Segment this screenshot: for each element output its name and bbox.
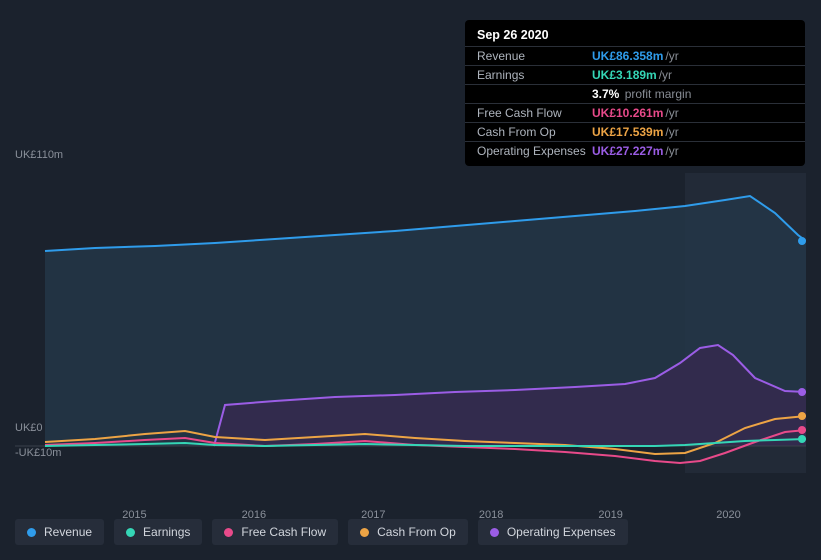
tooltip-row: Free Cash FlowUK£10.261m/yr [465, 103, 805, 122]
chart-tooltip: Sep 26 2020 RevenueUK£86.358m/yrEarnings… [465, 20, 805, 166]
tooltip-value: UK£10.261m/yr [592, 106, 679, 120]
tooltip-label: Cash From Op [477, 125, 592, 139]
tooltip-row: EarningsUK£3.189m/yr [465, 65, 805, 84]
legend-label: Earnings [143, 525, 190, 539]
legend-label: Revenue [44, 525, 92, 539]
legend-label: Free Cash Flow [241, 525, 326, 539]
legend-swatch [224, 528, 233, 537]
legend-swatch [126, 528, 135, 537]
legend: Revenue Earnings Free Cash Flow Cash From O… [15, 519, 628, 545]
legend-swatch [490, 528, 499, 537]
legend-swatch [27, 528, 36, 537]
chart-area: UK£110mUK£0-UK£10m 201520162017201820192… [15, 155, 806, 505]
legend-item[interactable]: Cash From Op [348, 519, 468, 545]
tooltip-row: 3.7% profit margin [465, 84, 805, 103]
tooltip-date: Sep 26 2020 [465, 26, 805, 46]
tooltip-label: Earnings [477, 68, 592, 82]
legend-swatch [360, 528, 369, 537]
legend-item[interactable]: Operating Expenses [478, 519, 628, 545]
y-axis-label: UK£110m [15, 149, 63, 161]
tooltip-value: UK£3.189m/yr [592, 68, 672, 82]
tooltip-row: Cash From OpUK£17.539m/yr [465, 122, 805, 141]
legend-item[interactable]: Earnings [114, 519, 202, 545]
tooltip-label: Revenue [477, 49, 592, 63]
tooltip-value: 3.7% profit margin [592, 87, 691, 101]
legend-item[interactable]: Free Cash Flow [212, 519, 338, 545]
line-chart[interactable] [15, 173, 806, 473]
tooltip-value: UK£17.539m/yr [592, 125, 679, 139]
legend-label: Cash From Op [377, 525, 456, 539]
tooltip-label: Free Cash Flow [477, 106, 592, 120]
tooltip-label [477, 87, 592, 101]
tooltip-value: UK£86.358m/yr [592, 49, 679, 63]
legend-label: Operating Expenses [507, 525, 616, 539]
x-axis-label: 2020 [716, 509, 740, 521]
legend-item[interactable]: Revenue [15, 519, 104, 545]
tooltip-row: RevenueUK£86.358m/yr [465, 46, 805, 65]
